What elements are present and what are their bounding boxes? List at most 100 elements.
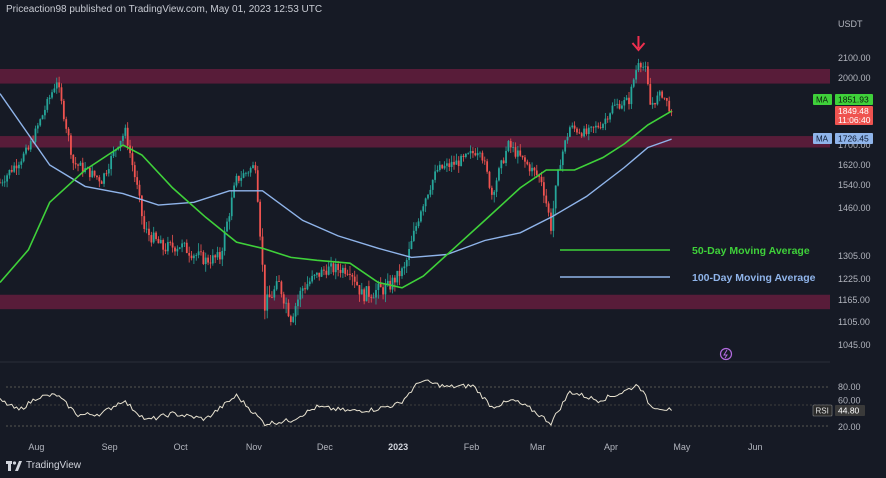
candle-body [292,316,295,322]
candle-body [202,252,205,265]
candle-body [41,115,44,120]
candle-body [594,125,597,128]
candle-body [438,164,441,170]
candle-body [183,242,186,244]
candle-body [133,165,136,178]
candle-body [561,151,564,166]
candle-body [337,264,340,270]
candle-body [375,289,377,298]
candle-body [613,104,616,106]
candle-body [424,198,427,207]
candle-body [353,276,356,282]
price-tick-label: 1165.00 [838,295,870,305]
candle-body [585,128,588,135]
alert-icon[interactable] [719,347,733,361]
candle-body [498,168,500,181]
candle-body [559,165,562,171]
candle-body [6,175,8,182]
candle-body [542,182,545,196]
candle-body [13,165,16,172]
price-tick-label: 2100.00 [838,53,871,63]
price-tick-label: 1700.00 [838,140,871,150]
candle-body [661,91,664,98]
candle-body [547,203,550,213]
candle-body [22,153,25,162]
candle-body [630,86,633,105]
candle-body [531,167,533,172]
candle-body [599,127,602,129]
candle-body [209,262,212,264]
candle-body [410,240,413,249]
candle-body [138,184,141,196]
candle-body [516,150,519,157]
candle-body [18,164,20,169]
candle-body [663,97,666,99]
candle-body [155,232,157,239]
candle-body [72,154,75,164]
candle-body [618,103,621,109]
candle-body [590,126,593,128]
price-tick-label: 1225.00 [838,274,871,284]
price-tick-label: 1540.00 [838,180,871,190]
candle-body [233,185,236,198]
candle-body [164,249,167,252]
candle-body [592,126,595,128]
candle-body [526,161,529,165]
candle-body [417,221,420,227]
rsi-tick-label: 80.00 [838,382,861,392]
candle-body [20,161,23,165]
svg-text:11:06:40: 11:06:40 [838,115,871,125]
price-tick-label: 1620.00 [838,160,871,170]
time-tick-label: Jun [748,442,763,452]
candle-body [254,165,257,171]
candle-body [278,281,280,282]
tradingview-branding[interactable]: TradingView [6,460,81,471]
candle-body [8,170,11,176]
chart-legend: 50-Day Moving Average 100-Day Moving Ave… [560,245,816,284]
candle-body [625,97,628,101]
candle-body [377,283,380,290]
candle-body [453,161,455,165]
price-axis[interactable]: USDT 2100.00 2000.00 1700.00 1620.00 1540.00… [838,19,871,350]
candle-body [74,163,77,165]
candle-body [176,248,179,252]
candle-body [460,155,463,167]
price-tick-label: 1305.00 [838,251,871,261]
candle-body [632,79,635,87]
candle-body [623,100,626,106]
candle-body [550,212,552,231]
candle-body [621,105,623,109]
candle-body [10,170,13,172]
candle-body [654,102,656,105]
time-tick-label: Apr [604,442,618,452]
candle-body [658,91,661,96]
candle-body [3,181,6,183]
time-tick-label: Dec [317,442,334,452]
time-tick-label: Sep [102,442,118,452]
time-axis[interactable]: Aug Sep Oct Nov Dec 2023 Feb Mar Apr May Jun [28,442,762,452]
svg-text:1726.45: 1726.45 [838,134,869,144]
candle-body [112,150,115,157]
candle-body [79,162,82,166]
candle-body [289,316,292,322]
candle-body [502,160,505,164]
candle-body [578,132,581,134]
candle-body [360,289,363,295]
candle-body [507,141,510,151]
candle-body [103,173,105,184]
candle-body [344,267,347,274]
candle-body [39,119,42,126]
ma100-badge: MA 1726.45 [813,133,873,144]
candle-body [294,306,297,317]
candle-body [521,155,524,158]
candle-body [341,267,344,273]
svg-text:44.80: 44.80 [838,406,860,416]
candle-body [448,163,451,167]
candle-body [597,125,600,128]
candle-body [315,272,318,275]
publisher-caption: Priceaction98 published on TradingView.c… [6,4,323,15]
time-tick-label: Oct [174,442,189,452]
candle-body [524,157,526,162]
price-tick-label: 2000.00 [838,73,871,83]
